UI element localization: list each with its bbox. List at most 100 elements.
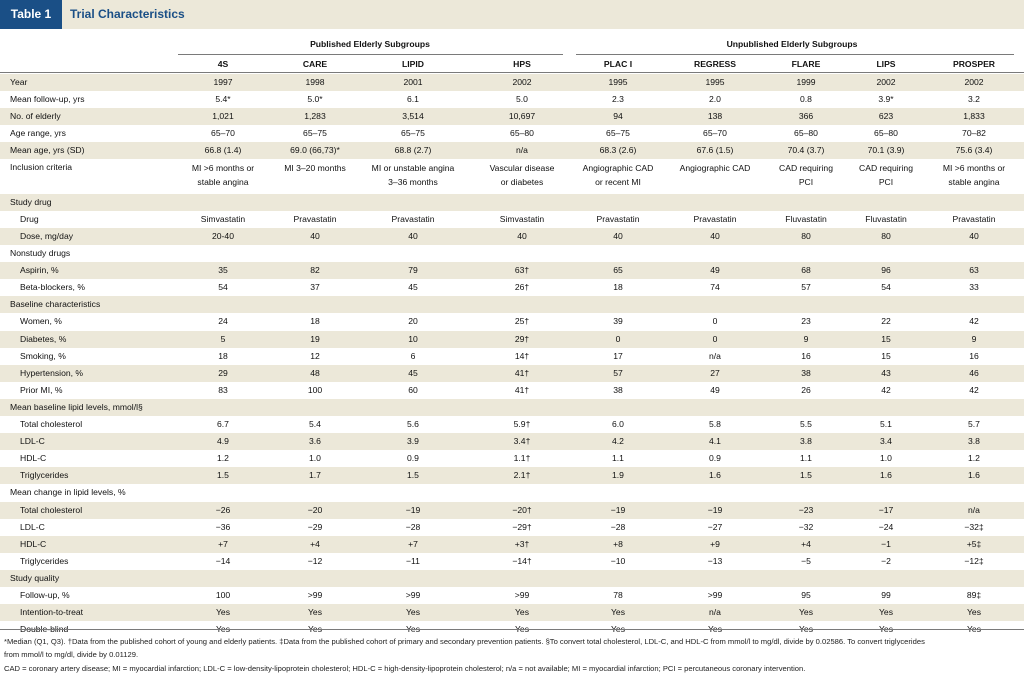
row-label: Triglycerides	[20, 470, 69, 481]
table-cell: Pravastatin	[596, 213, 640, 224]
table-cell: PCI	[798, 176, 814, 187]
table-cell: 3.4†	[513, 436, 531, 447]
table-cell: 3.2	[968, 94, 980, 105]
table-cell: 100	[215, 590, 231, 600]
table-row: Total cholesterol 6.7 5.4 5.6 5.9† 6.0 5.8 5.5 5…	[0, 416, 1024, 433]
table-cell: 41†	[514, 367, 530, 378]
table-cell: 3,514	[402, 111, 424, 122]
section-row: Mean change in lipid levels, %	[0, 484, 1024, 501]
table-cell: 35	[218, 265, 228, 276]
header-divider	[0, 72, 1024, 73]
table-cell: 18	[613, 282, 623, 293]
table-row: Triglycerides −14 −12 −11 −14† −10 −13 −5 −2 −12‡	[0, 553, 1024, 570]
table-cell: −13	[707, 555, 723, 566]
table-cell: −27	[707, 521, 723, 532]
column-header-lips: LIPS	[876, 59, 896, 69]
table-cell: −28	[405, 521, 421, 532]
table-row: Mean follow-up, yrs 5.4* 5.0* 6.1 5.0 2.3 2.0 0…	[0, 91, 1024, 108]
table-cell: −29†	[512, 521, 532, 532]
table-cell: −10	[610, 555, 626, 566]
row-label: Women, %	[20, 316, 62, 327]
table-cell: 79	[408, 265, 418, 276]
table-cell: 138	[707, 111, 723, 122]
table-cell: 65–70	[703, 128, 727, 139]
table-cell: 15	[881, 333, 891, 344]
table-cell: 0	[615, 333, 621, 344]
table-cell: 2.1†	[513, 470, 531, 481]
row-label: Prior MI, %	[20, 384, 63, 395]
table-cell: 45	[408, 367, 418, 378]
footnote-line-3: CAD = coronary artery disease; MI = myoc…	[4, 664, 806, 673]
table-cell: +3†	[514, 538, 530, 549]
table-row: Diabetes, % 5 19 10 29† 0 0 9 15 9	[0, 330, 1024, 348]
table-cell: 12	[310, 350, 320, 361]
table-cell: 19	[310, 333, 320, 344]
table-cell: 38	[801, 367, 811, 378]
table-cell: 74	[710, 282, 720, 293]
table-cell: 40	[310, 230, 320, 241]
table-cell: Yes	[307, 607, 323, 618]
table-cell: Yes	[514, 607, 530, 618]
table-row: Aspirin, % 35 82 79 63† 65 49 68 96 63	[0, 262, 1024, 280]
table-cell: −14	[215, 555, 231, 566]
section-label: Mean baseline lipid levels, mmol/l§	[10, 401, 143, 412]
table-cell: 40	[710, 230, 720, 241]
table-cell: 0.9	[709, 453, 721, 464]
table-row: Year 1997 1998 2001 2002 1995 1995 1999 2002 2002	[0, 74, 1024, 92]
table-cell: 1.1†	[513, 453, 531, 464]
table-cell: 6.7	[217, 419, 229, 429]
table-cell: n/a	[968, 504, 980, 515]
table-cell: 5.0	[516, 94, 528, 105]
table-cell: 5	[220, 333, 226, 344]
column-header-regress: REGRESS	[693, 59, 737, 69]
table-cell: Simvastatin	[200, 213, 246, 224]
table-cell: +4	[310, 538, 320, 549]
table-cell: PCI	[878, 176, 894, 187]
table-cell: 42	[969, 316, 979, 327]
row-label: HDL-C	[20, 538, 47, 549]
table-cell: 26	[801, 384, 811, 395]
row-label: Total cholesterol	[20, 419, 83, 429]
row-label: Triglycerides	[20, 555, 69, 566]
table-cell: CAD requiring	[779, 162, 833, 173]
table-cell: 65–70	[211, 128, 235, 139]
table-row: Women, % 24 18 20 25† 39 0 23 22 42	[0, 313, 1024, 330]
table-cell: 5.5	[800, 419, 812, 429]
table-cell: 95	[801, 590, 811, 600]
table-cell: >99	[405, 590, 421, 600]
table-cell: MI 3–20 months	[284, 162, 346, 173]
table-cell: 63†	[514, 265, 530, 276]
table-cell: −12‡	[964, 555, 984, 566]
table-cell: 29†	[514, 333, 530, 344]
table-row: Total cholesterol −26 −20 −19 −20† −19 −19 −23 −…	[0, 501, 1024, 519]
table-cell: 5.8	[709, 419, 721, 429]
row-label: Year	[10, 77, 28, 87]
table-cell: 60	[408, 384, 418, 395]
table-cell: Yes	[798, 607, 814, 618]
table-cell: 17	[613, 350, 623, 361]
table-cell: 1.9	[612, 470, 624, 481]
table-cell: 25†	[514, 316, 530, 327]
table-cell: 14†	[514, 350, 530, 361]
table-cell: 5.9†	[513, 419, 531, 429]
table-row: HDL-C 1.2 1.0 0.9 1.1† 1.1 0.9 1.1 1.0 1.2	[0, 450, 1024, 467]
table-cell: 57	[801, 282, 811, 293]
table-cell: 1,021	[212, 111, 234, 122]
table-cell: 65–75	[401, 128, 425, 139]
table-cell: 2002	[964, 77, 984, 87]
table-cell: Yes	[610, 607, 626, 618]
table-cell: MI or unstable angina	[371, 162, 455, 173]
table-cell: 2002	[512, 77, 532, 87]
table-cell: or recent MI	[595, 176, 641, 187]
table-title-bar: Table 1 Trial Characteristics	[0, 0, 1024, 29]
row-label: Intention-to-treat	[20, 607, 84, 618]
row-label: Aspirin, %	[20, 265, 59, 276]
table-cell: 65–75	[606, 128, 630, 139]
row-label: Mean age, yrs (SD)	[10, 145, 85, 156]
table-row: LDL-C −36 −29 −28 −29† −28 −27 −32 −24 −32‡	[0, 519, 1024, 536]
table-row: Triglycerides 1.5 1.7 1.5 2.1† 1.9 1.6 1.5 1.6 1.…	[0, 467, 1024, 485]
table-cell: 1.5	[800, 470, 812, 481]
table-cell: 49	[710, 384, 720, 395]
table-cell: 40	[408, 230, 418, 241]
table-cell: 40	[613, 230, 623, 241]
